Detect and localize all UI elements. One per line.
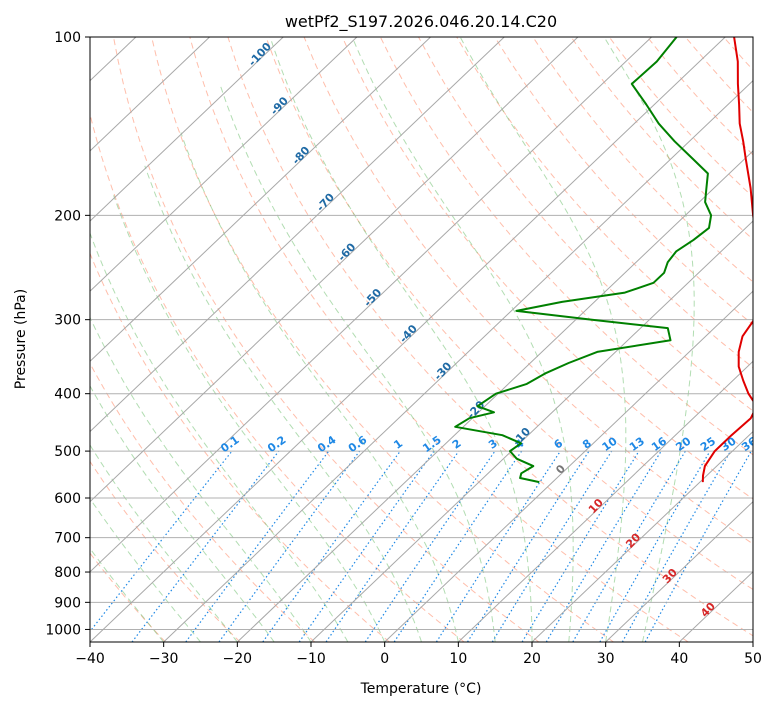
isotherm-line (310, 220, 753, 642)
isotherm-line (90, 37, 431, 363)
y-axis-ticks: 100 200 300 400 500 600 700 800 900 1000 (45, 30, 90, 638)
moist-adiabat-line (90, 316, 312, 642)
isotherm-line (605, 500, 753, 642)
isotherm-line (90, 37, 652, 573)
dry-adiabat-line (189, 37, 689, 642)
mixing-ratio-lines (90, 450, 752, 642)
temperature-profile-line (701, 37, 753, 483)
x-axis-ticks: −40 −30 −20 −10 0 10 20 30 40 50 (75, 642, 762, 667)
dry-adiabat-line (90, 111, 465, 642)
dry-adiabat-line (303, 37, 753, 545)
y-tick-label: 700 (54, 531, 81, 547)
y-tick-label: 500 (54, 444, 81, 460)
moist-adiabat-line (144, 165, 422, 642)
dry-adiabat-line (265, 37, 753, 591)
dry-adiabat-line (341, 37, 753, 500)
x-tick-label: −40 (75, 651, 105, 667)
mixing-ratio-line (262, 450, 401, 642)
isotherm-line (236, 150, 753, 642)
isotherm-line (90, 37, 358, 292)
moist-adiabat-line (351, 37, 574, 642)
moist-adiabat-line (90, 384, 275, 642)
mixing-ratio-line (298, 450, 435, 642)
x-tick-label: 40 (670, 651, 688, 667)
y-tick-label: 600 (54, 491, 81, 507)
moist-adiabats (90, 37, 695, 642)
skewed-isotherms (90, 37, 753, 642)
isotherm-line (90, 37, 210, 152)
x-tick-label: 0 (380, 651, 389, 667)
y-tick-label: 900 (54, 595, 81, 611)
mixing-ratio-line (435, 450, 561, 642)
x-tick-label: −20 (223, 651, 253, 667)
y-tick-label: 200 (54, 208, 81, 224)
x-axis-title: Temperature (°C) (360, 681, 482, 697)
chart-title: wetPf2_S197.2026.046.20.14.C20 (285, 12, 557, 32)
dry-adiabat-line (90, 252, 390, 642)
mixing-ratio-line (325, 450, 460, 642)
moist-adiabat-line (603, 37, 695, 642)
x-tick-label: −10 (296, 651, 326, 667)
profile-series (454, 37, 753, 484)
mixing-ratio-line (364, 450, 496, 642)
x-tick-label: −30 (149, 651, 179, 667)
moist-adiabat-line (219, 83, 496, 642)
moist-adiabat-line (459, 37, 627, 642)
y-tick-label: 300 (54, 313, 81, 329)
x-tick-label: 50 (744, 651, 762, 667)
dewpoint-profile-line (454, 37, 713, 484)
y-tick-label: 400 (54, 387, 81, 403)
isotherm-line (384, 290, 753, 642)
y-axis-title: Pressure (hPa) (13, 289, 29, 389)
plot-frame (89, 36, 754, 643)
dry-adiabat-line (90, 362, 316, 642)
y-tick-label: 1000 (45, 622, 81, 638)
moist-adiabat-line (90, 547, 165, 642)
moist-adiabat-line (113, 195, 386, 642)
mixing-ratio-line (218, 450, 361, 642)
mixing-ratio-line (466, 450, 590, 642)
isotherm-line (90, 37, 284, 222)
isotherm-line (163, 80, 753, 642)
y-tick-label: 100 (54, 30, 81, 46)
mixing-ratio-line (621, 450, 732, 642)
moist-adiabat-line (90, 497, 201, 642)
dry-adiabat-line (151, 37, 614, 642)
x-tick-label: 30 (597, 651, 615, 667)
x-tick-label: 10 (449, 651, 467, 667)
isotherm-line (90, 37, 579, 503)
isotherm-line (531, 430, 753, 642)
isotherm-line (90, 37, 505, 433)
mixing-ratio-line (185, 450, 330, 642)
mixing-ratio-line (521, 450, 640, 642)
moist-adiabat-line (269, 37, 533, 642)
dry-adiabat-line (90, 460, 241, 642)
x-tick-label: 20 (523, 651, 541, 667)
grid-lines (90, 37, 753, 630)
y-tick-label: 800 (54, 565, 81, 581)
isotherm-line (457, 360, 753, 642)
isotherm-line (90, 37, 726, 642)
plot-area: -100-90-80-70-60-50-40-30-20-10010203040… (90, 37, 753, 642)
